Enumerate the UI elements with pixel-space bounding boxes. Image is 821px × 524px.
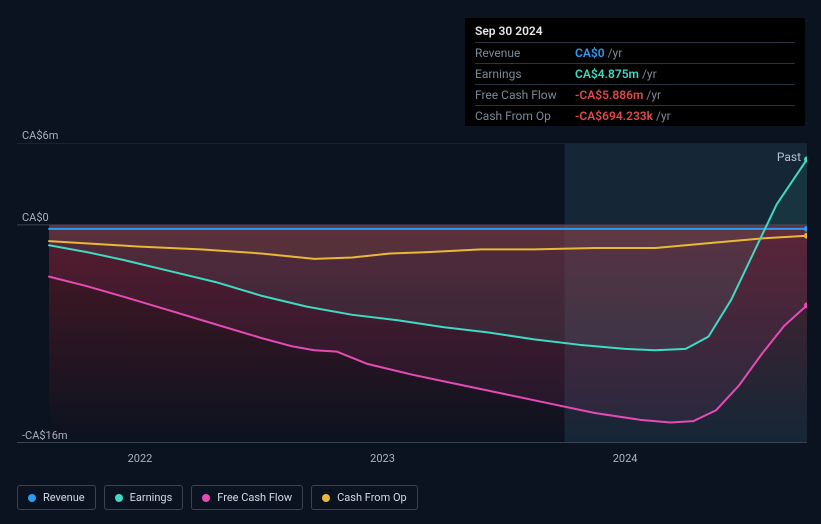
tooltip-label: Revenue (475, 46, 575, 60)
legend-item[interactable]: Earnings (104, 485, 184, 510)
legend-dot-icon (28, 494, 36, 502)
legend-dot-icon (115, 494, 123, 502)
legend-dot-icon (322, 494, 330, 502)
tooltip-row: Free Cash Flow-CA$5.886m/yr (475, 84, 795, 105)
tooltip-row: RevenueCA$0/yr (475, 42, 795, 63)
x-tick-label: 2024 (613, 452, 638, 465)
tooltip-unit: /yr (646, 88, 661, 102)
legend-label: Cash From Op (337, 491, 407, 504)
tooltip-value: -CA$694.233k (575, 109, 653, 123)
legend-label: Revenue (43, 491, 85, 504)
tooltip-value: CA$0 (575, 46, 605, 60)
legend-item[interactable]: Free Cash Flow (191, 485, 303, 510)
tooltip-row: EarningsCA$4.875m/yr (475, 63, 795, 84)
tooltip-label: Earnings (475, 67, 575, 81)
tooltip-unit: /yr (608, 46, 623, 60)
chart-tooltip: Sep 30 2024 RevenueCA$0/yrEarningsCA$4.8… (465, 18, 805, 126)
x-tick-label: 2022 (128, 452, 153, 465)
legend-label: Earnings (130, 491, 173, 504)
tooltip-label: Cash From Op (475, 109, 575, 123)
tooltip-unit: /yr (642, 67, 657, 81)
y-tick-label: CA$6m (22, 129, 58, 142)
financials-chart (17, 143, 807, 443)
tooltip-date: Sep 30 2024 (475, 24, 795, 42)
tooltip-value: -CA$5.886m (575, 88, 643, 102)
legend-dot-icon (202, 494, 210, 502)
tooltip-row: Cash From Op-CA$694.233k/yr (475, 105, 795, 126)
legend-item[interactable]: Cash From Op (311, 485, 418, 510)
tooltip-unit: /yr (656, 109, 671, 123)
x-tick-label: 2023 (370, 452, 395, 465)
tooltip-label: Free Cash Flow (475, 88, 575, 102)
chart-legend: Revenue Earnings Free Cash Flow Cash From O… (17, 485, 418, 510)
tooltip-value: CA$4.875m (575, 67, 639, 81)
legend-item[interactable]: Revenue (17, 485, 96, 510)
legend-label: Free Cash Flow (217, 491, 292, 504)
